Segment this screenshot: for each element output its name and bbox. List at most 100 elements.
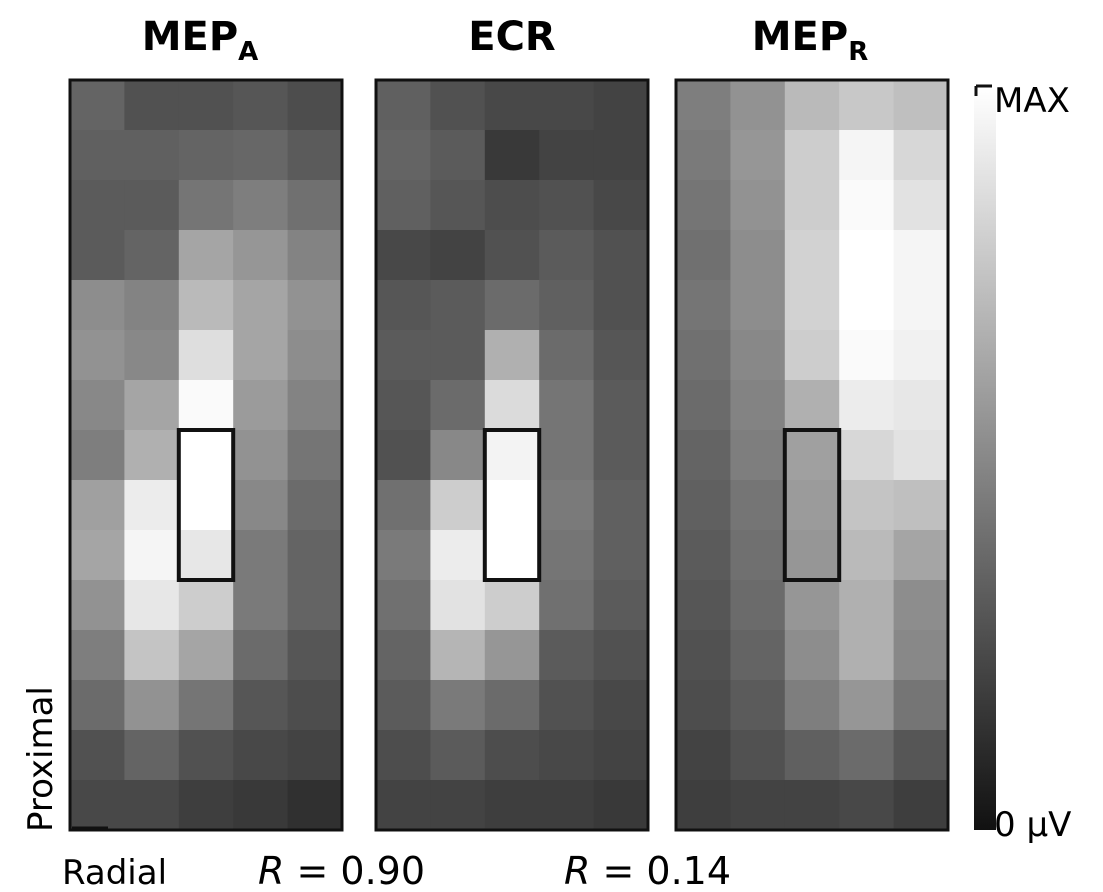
heatmap-cell-ecr (484, 580, 540, 631)
heatmap-cell-mepr (839, 430, 895, 481)
heatmap-cell-mepr (839, 480, 895, 531)
heatmap-cell-mepa (233, 130, 289, 181)
heatmap-cell-mepa (178, 130, 234, 181)
heatmap-cell-mepr (784, 730, 840, 781)
correlation-ecr-mepr: R = 0.14 (564, 849, 731, 892)
heatmap-cell-mepr (676, 630, 731, 681)
heatmap-cell-mepr (784, 280, 840, 331)
heatmap-cell-mepr (893, 180, 949, 231)
heatmap-cell-mepr (784, 130, 840, 181)
heatmap-cell-ecr (484, 630, 540, 681)
heatmap-cell-mepr (730, 280, 786, 331)
heatmap-cell-mepa (233, 280, 289, 331)
heatmap-cell-mepr (730, 230, 786, 281)
heatmap-cell-mepr (839, 280, 895, 331)
heatmap-cell-mepr (784, 330, 840, 381)
heatmap-cell-ecr (430, 630, 486, 681)
colorbar-min-label: 0 μV (994, 805, 1071, 845)
heatmap-cell-mepr (730, 180, 786, 231)
heatmap-cell-ecr (593, 680, 649, 731)
heatmap-ecr (374, 78, 650, 832)
heatmap-cell-ecr (430, 280, 486, 331)
heatmap-cell-ecr (539, 780, 595, 831)
heatmap-cell-mepr (730, 130, 786, 181)
heatmap-cell-mepa (233, 780, 289, 831)
heatmap-cell-mepa (124, 280, 180, 331)
heatmap-cell-ecr (593, 230, 649, 281)
heatmap-cell-mepa (178, 180, 234, 231)
heatmap-cell-ecr (376, 130, 431, 181)
heatmap-cell-ecr (539, 180, 595, 231)
heatmap-cell-ecr (376, 80, 431, 131)
heatmap-cell-mepa (70, 730, 125, 781)
heatmap-cell-mepr (730, 680, 786, 731)
heatmap-cell-mepa (70, 380, 125, 431)
heatmap-cell-mepa (233, 680, 289, 731)
colorbar-max-label: MAX (994, 81, 1070, 121)
heatmap-cell-ecr (484, 480, 540, 531)
heatmap-cell-ecr (376, 630, 431, 681)
heatmap-cell-mepa (70, 230, 125, 281)
heatmap-cell-ecr (430, 230, 486, 281)
stimulation-site-box-ecr (482, 428, 542, 582)
heatmap-cell-mepa (70, 130, 125, 181)
heatmap-cell-mepr (730, 380, 786, 431)
heatmap-cell-ecr (430, 330, 486, 381)
heatmap-cell-mepa (287, 330, 343, 381)
heatmap-cell-ecr (539, 630, 595, 681)
heatmap-cell-mepr (676, 680, 731, 731)
heatmap-cell-mepr (839, 580, 895, 631)
heatmap-cell-ecr (430, 780, 486, 831)
heatmap-cell-mepr (839, 630, 895, 681)
heatmap-cell-mepa (70, 580, 125, 631)
heatmap-cell-mepr (839, 380, 895, 431)
heatmap-cell-mepa (178, 330, 234, 381)
heatmap-mepa (68, 78, 344, 832)
colorbar-gradient (974, 88, 996, 830)
heatmap-cell-ecr (484, 230, 540, 281)
heatmap-cell-ecr (539, 380, 595, 431)
heatmap-cell-ecr (484, 330, 540, 381)
heatmap-cell-mepa (178, 530, 234, 581)
heatmap-cell-mepa (287, 130, 343, 181)
heatmap-cell-mepr (893, 280, 949, 331)
heatmap-cell-mepa (178, 80, 234, 131)
heatmap-cell-ecr (539, 230, 595, 281)
heatmap-cell-mepr (676, 230, 731, 281)
heatmap-cell-mepa (233, 730, 289, 781)
heatmap-cell-mepa (124, 330, 180, 381)
heatmap-cell-mepa (178, 680, 234, 731)
colorbar: MAX 0 μV (974, 81, 1071, 845)
heatmap-cell-mepr (839, 80, 895, 131)
heatmap-cell-mepa (178, 480, 234, 531)
heatmap-mepr (674, 78, 950, 832)
heatmap-cell-mepa (233, 430, 289, 481)
heatmap-cell-mepr (784, 230, 840, 281)
heatmap-cell-ecr (430, 530, 486, 581)
heatmap-cell-mepr (784, 580, 840, 631)
heatmap-cell-ecr (593, 430, 649, 481)
heatmap-cell-mepr (730, 780, 786, 831)
heatmap-cell-mepr (893, 680, 949, 731)
heatmap-cell-mepa (178, 430, 234, 481)
heatmap-cell-ecr (539, 430, 595, 481)
heatmap-cell-ecr (484, 680, 540, 731)
proximal-label: Proximal (21, 686, 61, 832)
heatmap-cell-mepa (70, 480, 125, 531)
heatmap-cell-mepa (124, 580, 180, 631)
heatmap-cell-mepr (676, 330, 731, 381)
heatmap-cell-ecr (484, 280, 540, 331)
colorbar-top-bracket (974, 84, 992, 96)
heatmap-cell-mepr (839, 130, 895, 181)
heatmap-cell-mepa (70, 280, 125, 331)
heatmap-cell-ecr (593, 80, 649, 131)
heatmap-cell-ecr (430, 480, 486, 531)
heatmap-cell-mepr (893, 430, 949, 481)
heatmap-cell-mepa (178, 230, 234, 281)
heatmap-cell-ecr (484, 80, 540, 131)
heatmap-cell-mepr (784, 480, 840, 531)
heatmap-cell-mepr (676, 580, 731, 631)
heatmap-cell-mepr (784, 780, 840, 831)
heatmap-cell-mepa (70, 530, 125, 581)
heatmap-cell-ecr (539, 730, 595, 781)
